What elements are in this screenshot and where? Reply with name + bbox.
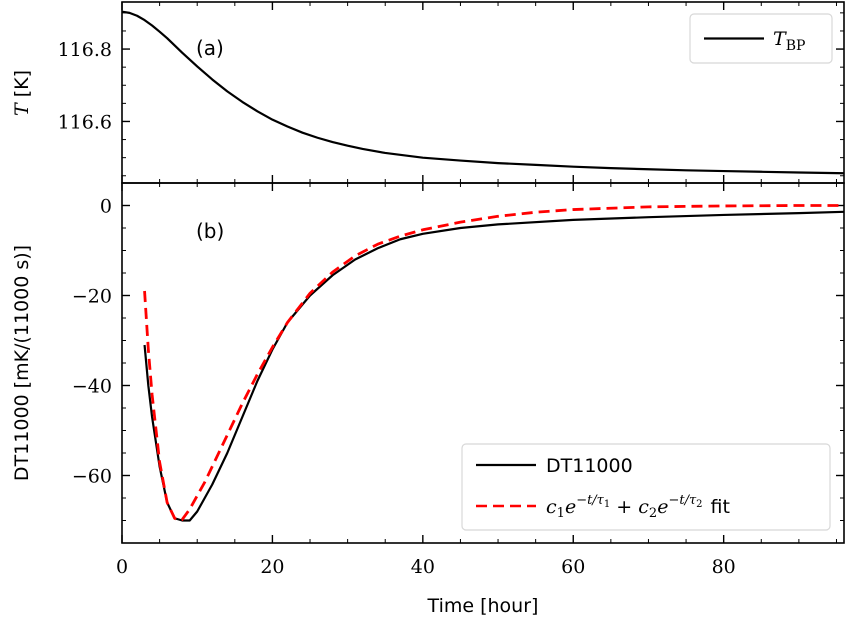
panel-b-y-tick-label: −20	[72, 286, 112, 308]
fit-c2: c	[638, 496, 649, 518]
legend-tbp-main: T	[773, 28, 787, 50]
x-tick-label: 60	[561, 556, 585, 578]
legend-dt11000-label: DT11000	[546, 455, 633, 477]
fit-suffix: fit	[711, 496, 730, 518]
fit-e2: e	[657, 496, 668, 518]
series-line-tbp	[121, 10, 845, 175]
panel-b-y-tick-label: 0	[100, 196, 112, 218]
panel-a-y-axis-symbol: T	[11, 102, 33, 116]
series-line-fit	[143, 204, 844, 522]
panel-a-legend: TBP	[689, 13, 833, 64]
x-tick-label: 40	[411, 556, 435, 578]
panel-a-y-tick-label: 116.8	[58, 39, 112, 61]
panel-b-label: (b)	[196, 219, 224, 243]
fit-c2-sub: 2	[649, 506, 657, 521]
legend-fit-label: c1e−t/τ1 + c2e−t/τ2 fit	[546, 493, 730, 521]
fit-exp2: −t/τ	[668, 493, 696, 508]
fit-exp2-sub: 2	[696, 499, 702, 510]
panel-b-y-tick-label: −60	[72, 466, 112, 488]
panel-a-y-tick-label: 116.6	[58, 111, 112, 133]
panel-b-legend: DT11000 c1e−t/τ1 + c2e−t/τ2 fit	[461, 443, 831, 531]
panel-b: −60 −40 −20 0 0 20 40 60 80 (b) DT11000 [mK/(110…	[11, 182, 845, 617]
fit-exp1-sub: 1	[604, 499, 610, 510]
x-tick-label: 80	[712, 556, 736, 578]
panel-a-y-ticks: 116.6 116.8	[58, 2, 844, 183]
panel-a-label: (a)	[196, 36, 224, 60]
fit-c1: c	[546, 496, 557, 518]
x-axis-label: Time [hour]	[427, 595, 539, 617]
fit-c1-sub: 1	[557, 506, 565, 521]
panel-b-y-tick-label: −40	[72, 376, 112, 398]
fit-plus: +	[610, 496, 638, 518]
panel-b-ticks: −60 −40 −20 0 0 20 40 60 80	[72, 182, 844, 578]
fit-exp1: −t/τ	[576, 493, 604, 508]
panel-b-y-axis-label: DT11000 [mK/(11000 s)]	[11, 245, 33, 481]
panel-a-y-axis-unit: [K]	[11, 70, 33, 97]
panel-a-legend-label: TBP	[773, 28, 805, 54]
panel-a-y-axis-label: T [K]	[11, 70, 33, 116]
panel-a-lines	[121, 10, 845, 175]
x-tick-label: 0	[116, 556, 128, 578]
x-tick-label: 20	[260, 556, 284, 578]
fit-e1: e	[565, 496, 576, 518]
panel-b-legend-box	[461, 443, 831, 531]
legend-tbp-sub: BP	[786, 38, 806, 54]
panel-b-lines	[143, 204, 845, 522]
